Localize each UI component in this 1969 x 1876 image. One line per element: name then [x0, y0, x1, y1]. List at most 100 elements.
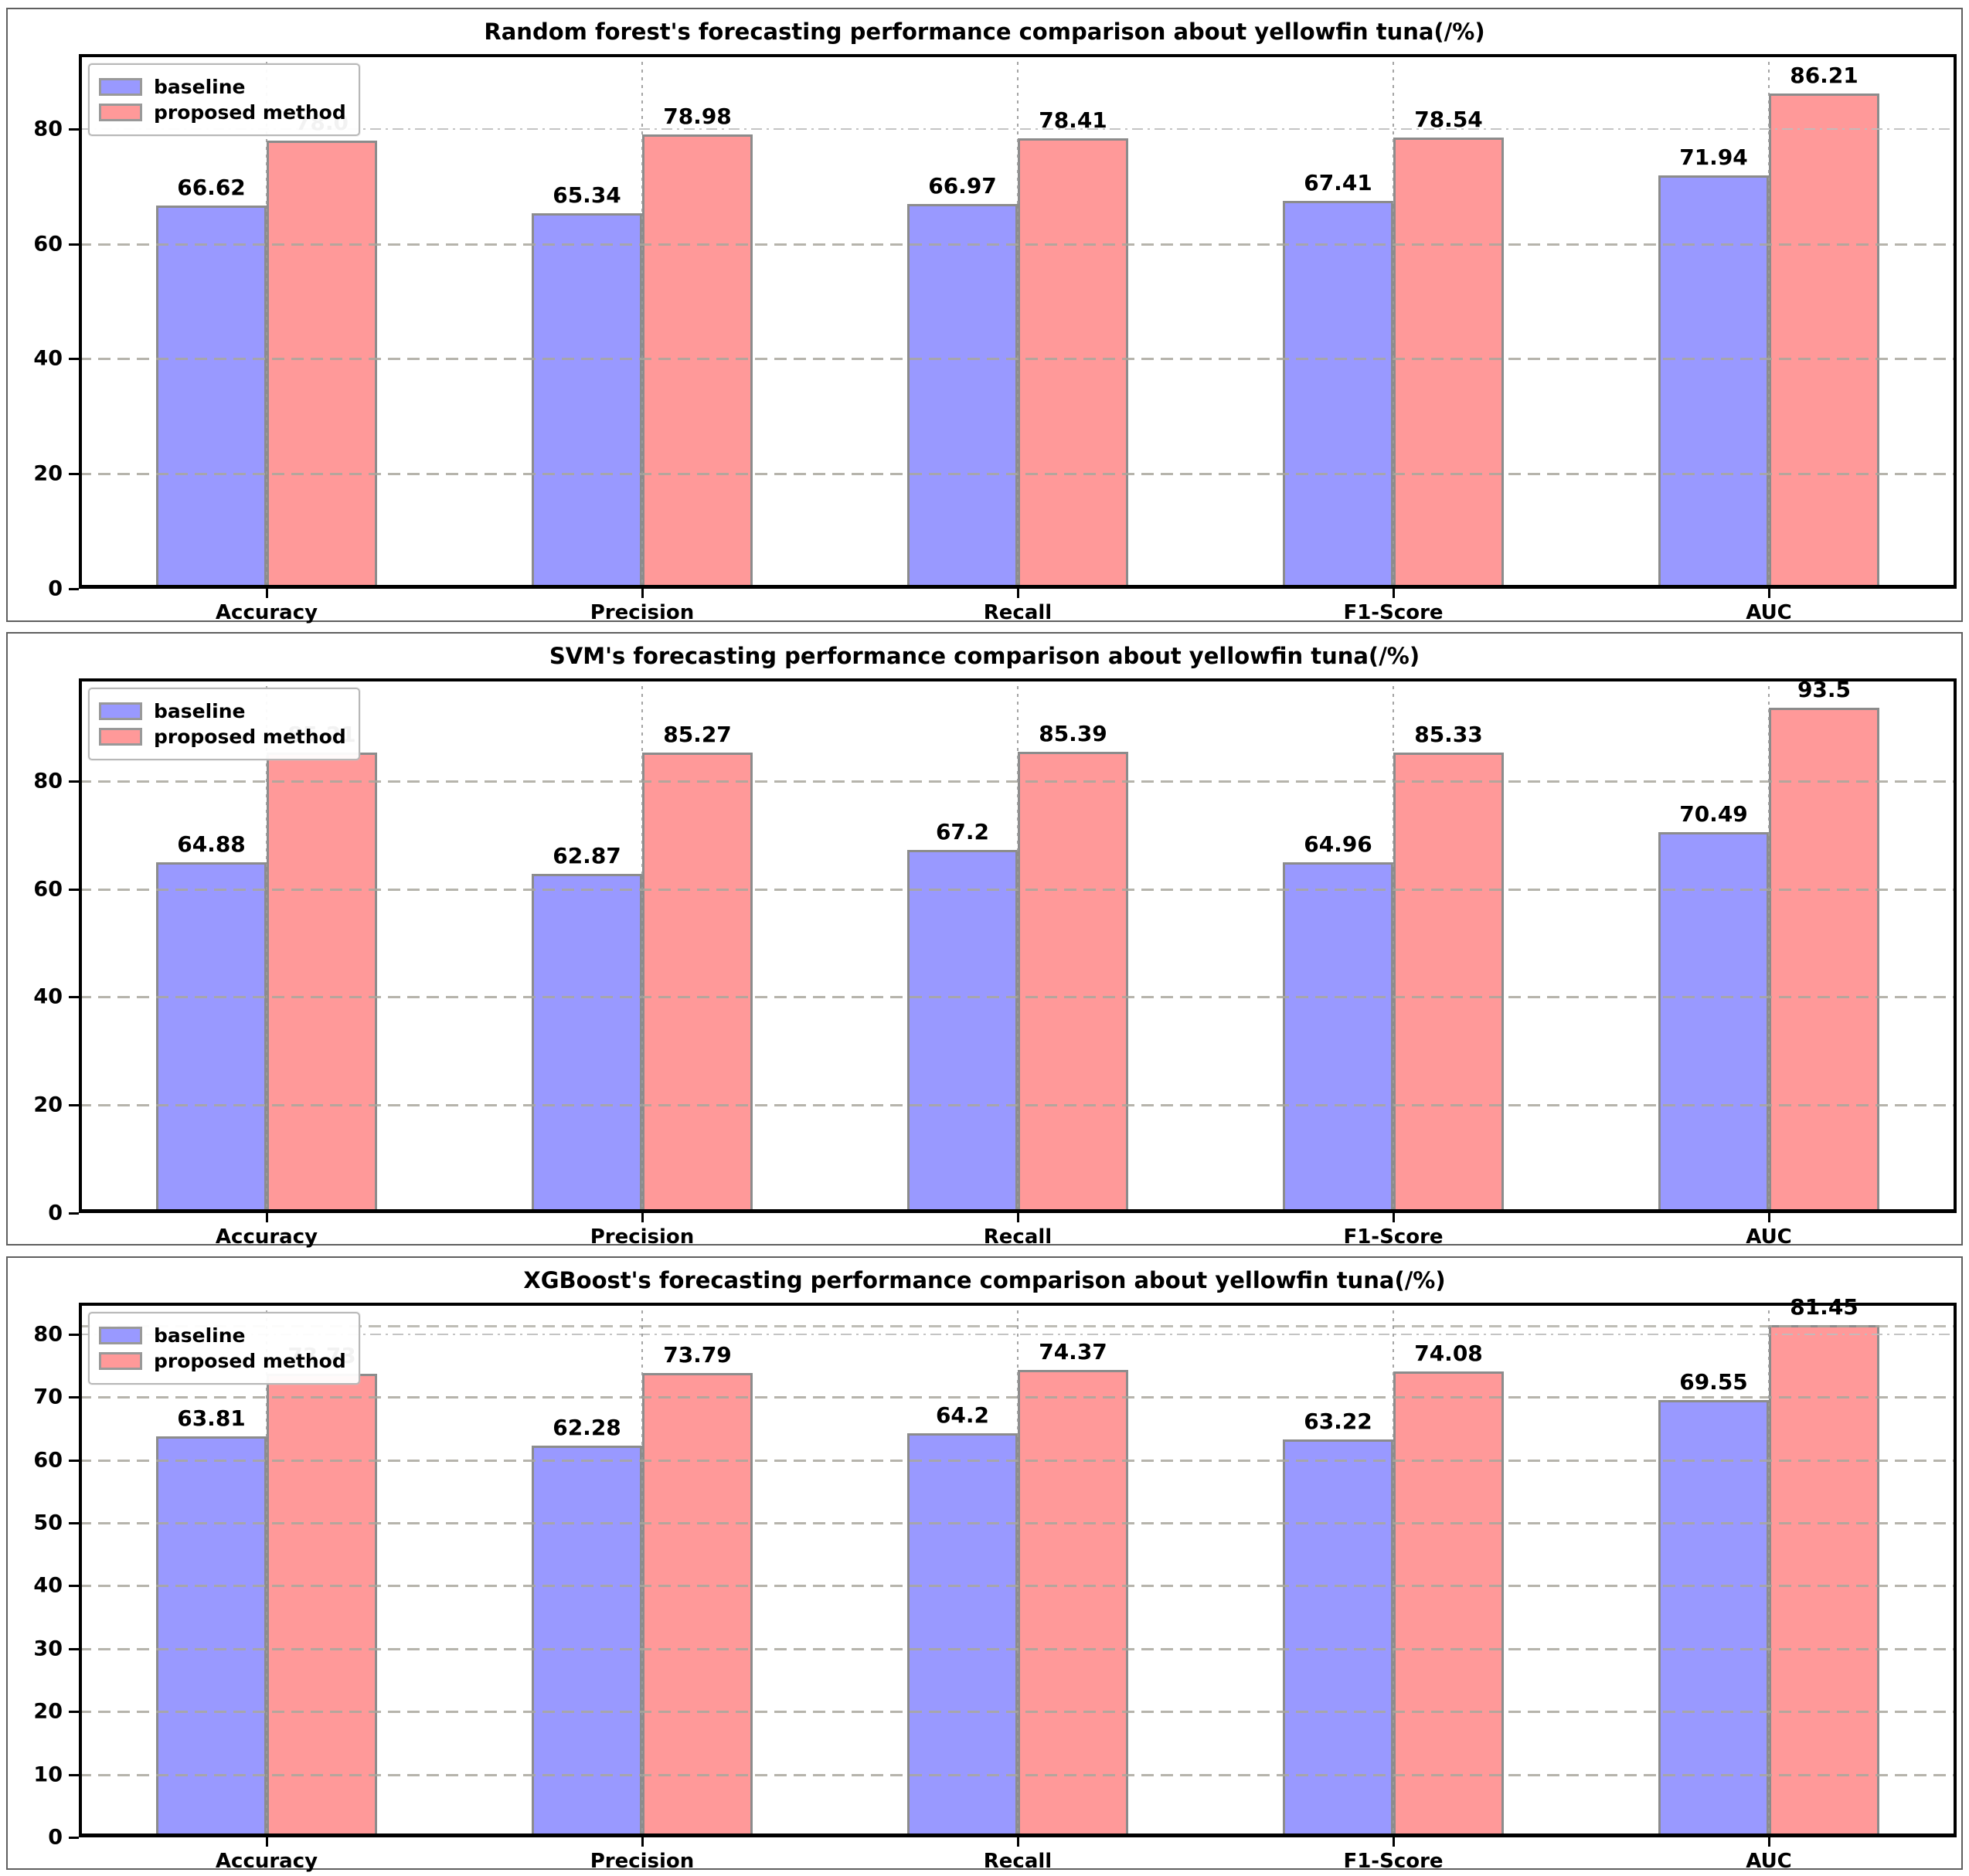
y-tick-label: 0: [48, 576, 63, 601]
gridline-vertical: [266, 54, 267, 589]
gridline-vertical: [641, 678, 643, 1213]
legend-label: proposed method: [154, 101, 346, 124]
bar-value-label: 62.87: [553, 842, 621, 868]
y-tick-label: 60: [33, 877, 63, 902]
bar-value-label: 74.08: [1414, 1340, 1483, 1366]
y-tick-mark: [69, 588, 79, 590]
x-tick-label: AUC: [1746, 1850, 1792, 1873]
legend: baseline proposed method: [88, 1312, 360, 1385]
y-tick-mark: [69, 1212, 79, 1215]
bar-baseline: [907, 850, 1018, 1213]
axis-spine-top: [79, 678, 1957, 681]
bar-baseline: [907, 203, 1018, 589]
x-tick-label: Accuracy: [215, 601, 318, 624]
x-tick-mark: [266, 589, 268, 598]
gridline-vertical: [1017, 1303, 1019, 1837]
y-tick-label: 40: [33, 984, 63, 1009]
y-tick-label: 60: [33, 1448, 63, 1473]
x-tick-mark: [1768, 1213, 1770, 1222]
x-tick-mark: [641, 589, 644, 598]
bar-value-label: 85.39: [1039, 721, 1107, 747]
legend-entry-baseline: baseline: [99, 76, 346, 98]
x-tick-label: F1-Score: [1343, 601, 1444, 624]
bar-baseline: [532, 873, 642, 1213]
bar-baseline: [532, 212, 642, 589]
legend-entry-proposed: proposed method: [99, 1350, 346, 1372]
gridline-vertical: [1768, 54, 1770, 589]
chart-title: Random forest's forecasting performance …: [484, 19, 1485, 45]
bar-baseline: [156, 1436, 267, 1837]
gridline-vertical: [1017, 678, 1019, 1213]
bar-value-label: 81.45: [1790, 1293, 1858, 1320]
bar-value-label: 64.88: [177, 831, 246, 858]
bar-proposed: [1769, 93, 1879, 589]
bar-proposed: [1018, 1369, 1128, 1837]
bar-value-label: 85.27: [663, 721, 732, 747]
y-tick-mark: [69, 1647, 79, 1650]
bar-value-label: 71.94: [1679, 144, 1748, 170]
x-tick-mark: [1768, 589, 1770, 598]
bar-value-label: 70.49: [1679, 801, 1748, 828]
bar-value-label: 67.2: [935, 819, 990, 845]
bar-baseline: [1283, 1439, 1393, 1837]
gridline-vertical: [266, 678, 267, 1213]
y-tick-mark: [69, 1837, 79, 1839]
legend-label: proposed method: [154, 1350, 346, 1372]
bar-proposed: [1393, 1371, 1504, 1837]
y-tick-label: 70: [33, 1385, 63, 1409]
chart-panel-svm: SVM's forecasting performance comparison…: [6, 632, 1963, 1249]
bar-proposed: [642, 752, 753, 1213]
x-tick-label: Recall: [983, 1225, 1053, 1249]
chart-panel-random-forest: Random forest's forecasting performance …: [6, 8, 1963, 624]
axis-spine-right: [1954, 678, 1957, 1213]
bar-value-label: 64.2: [935, 1402, 990, 1429]
x-tick-mark: [1017, 1213, 1019, 1222]
x-tick-label: AUC: [1746, 601, 1792, 624]
axis-spine-right: [1954, 54, 1957, 589]
y-tick-mark: [69, 1333, 79, 1336]
y-tick-mark: [69, 1773, 79, 1776]
y-tick-label: 80: [33, 117, 63, 141]
y-tick-label: 40: [33, 1573, 63, 1598]
y-tick-mark: [69, 1711, 79, 1714]
bar-value-label: 78.54: [1414, 106, 1483, 132]
bar-value-label: 74.37: [1039, 1338, 1107, 1365]
bar-value-label: 62.28: [553, 1414, 621, 1440]
legend-entry-proposed: proposed method: [99, 726, 346, 748]
y-tick-label: 10: [33, 1762, 63, 1787]
bar-value-label: 66.62: [177, 175, 246, 201]
bar-proposed: [1018, 752, 1128, 1213]
proposed-method-swatch-icon: [99, 728, 142, 746]
bar-proposed: [642, 134, 753, 589]
y-tick-mark: [69, 1396, 79, 1399]
axis-spine-bottom: [79, 1209, 1957, 1213]
bar-value-label: 86.21: [1790, 62, 1858, 88]
baseline-swatch-icon: [99, 1327, 142, 1344]
bar-baseline: [156, 862, 267, 1213]
y-tick-mark: [69, 243, 79, 246]
x-tick-mark: [1017, 589, 1019, 598]
x-tick-mark: [1017, 1837, 1019, 1847]
gridline-vertical: [1393, 678, 1394, 1213]
bar-value-label: 78.41: [1039, 107, 1107, 133]
axis-spine-top: [79, 1303, 1957, 1306]
bar-value-label: 65.34: [553, 182, 621, 208]
baseline-swatch-icon: [99, 702, 142, 720]
legend: baseline proposed method: [88, 688, 360, 760]
x-tick-mark: [266, 1213, 268, 1222]
y-tick-label: 50: [33, 1511, 63, 1535]
gridline-vertical: [1768, 1303, 1770, 1837]
x-tick-mark: [641, 1837, 644, 1847]
x-tick-mark: [1768, 1837, 1770, 1847]
chart-title: XGBoost's forecasting performance compar…: [523, 1267, 1446, 1293]
bar-value-label: 69.55: [1679, 1368, 1748, 1395]
x-tick-label: Precision: [590, 1850, 695, 1873]
gridline-vertical: [641, 1303, 643, 1837]
legend-label: baseline: [154, 1324, 246, 1347]
x-tick-mark: [1393, 589, 1395, 598]
bar-value-label: 85.33: [1414, 721, 1483, 747]
y-tick-label: 20: [33, 1699, 63, 1724]
x-tick-mark: [266, 1837, 268, 1847]
x-tick-label: F1-Score: [1343, 1850, 1444, 1873]
